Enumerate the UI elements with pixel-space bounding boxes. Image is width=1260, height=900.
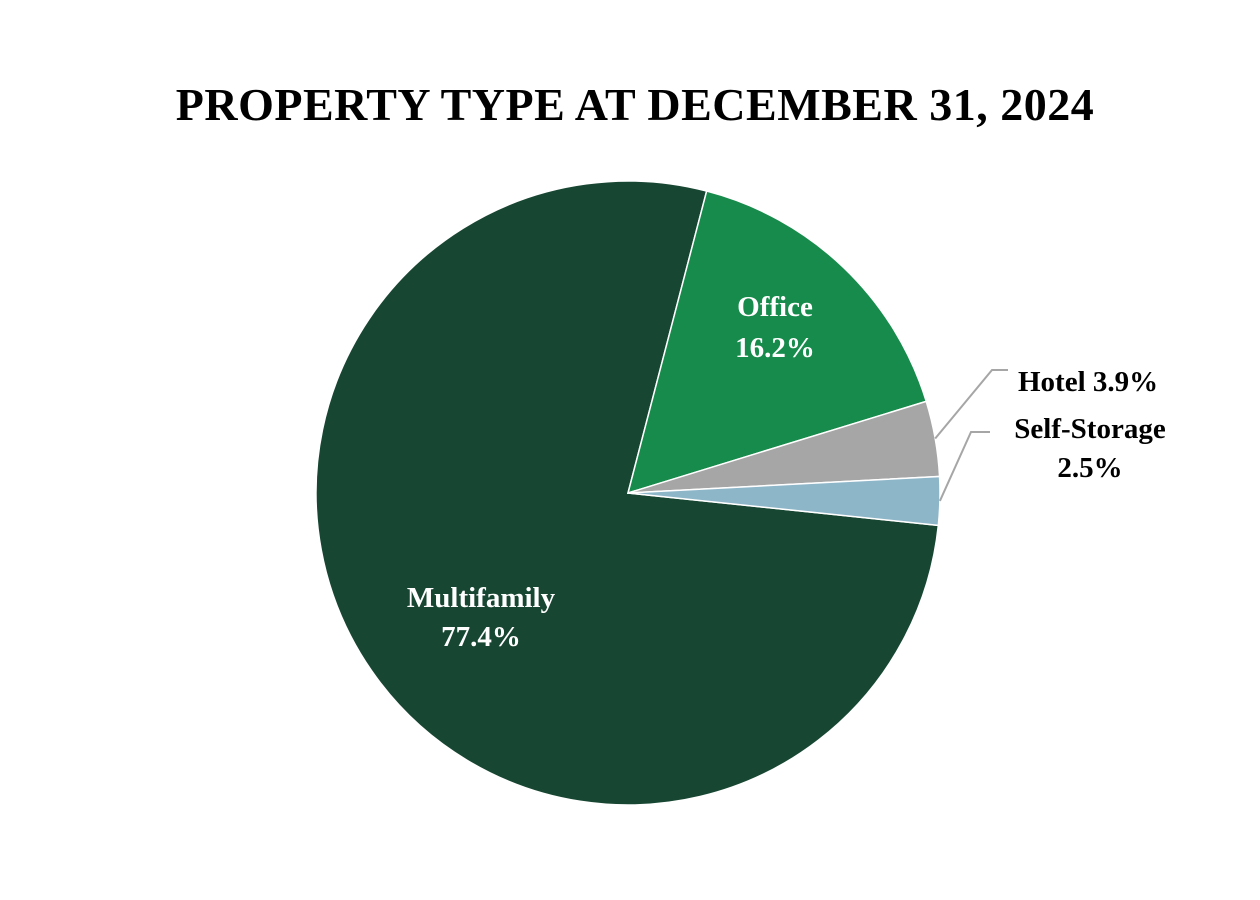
slice-label-hotel: Hotel 3.9%: [1018, 366, 1158, 398]
pie-slice-office: [626, 190, 928, 495]
pie-slice-multifamily: [315, 180, 940, 806]
slice-label-self-storage: Self-Storage: [1014, 413, 1166, 445]
pie-labels: Multifamily 77.4% Office 16.2% Hotel 3.9% Sel…: [407, 291, 1166, 653]
leader-lines: [934, 369, 1008, 502]
slice-label-office: Office: [737, 291, 813, 323]
slice-value-self-storage: 2.5%: [1057, 452, 1122, 484]
slice-value-office: 16.2%: [735, 332, 815, 364]
pie-slices: [315, 180, 941, 806]
chart-title: PROPERTY TYPE AT DECEMBER 31, 2024: [175, 79, 1095, 130]
slice-value-multifamily: 77.4%: [441, 621, 521, 653]
leader-line-self-storage: [938, 431, 990, 502]
slice-label-multifamily: Multifamily: [407, 582, 556, 614]
leader-line-hotel: [934, 369, 1008, 440]
